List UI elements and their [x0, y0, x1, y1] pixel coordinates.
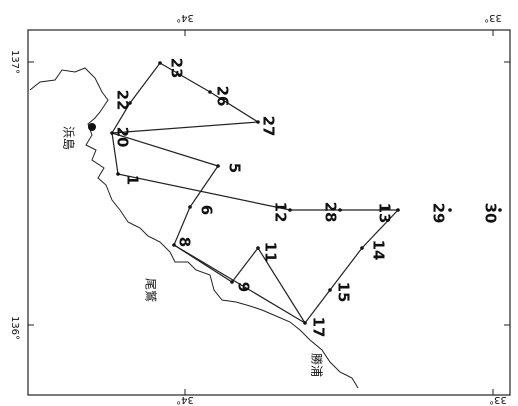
station-label: 11 — [262, 242, 280, 263]
tracks — [111, 62, 399, 324]
station-dot — [288, 208, 292, 212]
track — [117, 173, 398, 211]
station-dot — [216, 164, 220, 168]
station-label: 9 — [235, 282, 253, 292]
lon-label: 137° — [9, 50, 20, 74]
station-dot — [328, 288, 332, 292]
track — [111, 121, 259, 134]
track — [304, 209, 399, 324]
coastline — [29, 67, 359, 389]
place-name: 勝浦 — [310, 353, 325, 377]
station-label: 26 — [214, 86, 232, 107]
station-dot — [360, 246, 364, 250]
station-label: 27 — [260, 116, 278, 137]
station-dot — [116, 172, 120, 176]
track — [111, 132, 219, 167]
track — [173, 244, 306, 324]
station-label: 14 — [370, 240, 388, 261]
track — [231, 247, 259, 283]
station-dot — [256, 246, 260, 250]
lat-label: 34° — [176, 394, 194, 405]
station-label: 15 — [335, 282, 353, 303]
station-label: 30 — [482, 203, 500, 224]
station-label: 5 — [226, 163, 244, 173]
frame — [27, 29, 511, 396]
station-dot — [230, 280, 234, 284]
station-dot — [448, 208, 452, 212]
station-dot — [498, 208, 502, 212]
station-label: 12 — [272, 202, 290, 223]
station-label: 17 — [310, 317, 328, 338]
station-dot — [208, 90, 212, 94]
frame-ticks — [28, 30, 510, 395]
station-dot — [396, 208, 400, 212]
port-dot — [88, 123, 96, 131]
lat-label: 33° — [484, 12, 502, 23]
track — [257, 247, 306, 324]
station-dot — [172, 243, 176, 247]
station-label: 28 — [322, 202, 340, 223]
station-dot — [110, 131, 114, 135]
station-label: 13 — [376, 203, 394, 224]
station-label: 29 — [430, 203, 448, 224]
station-label: 8 — [176, 237, 194, 247]
station-dot — [256, 120, 260, 124]
station-label: 20 — [114, 127, 132, 148]
station-dot — [128, 101, 132, 105]
station-dot — [188, 205, 192, 209]
station-label: 1 — [124, 175, 142, 185]
station-dot — [338, 208, 342, 212]
station-label: 6 — [198, 205, 216, 215]
lon-label: 136° — [9, 316, 20, 340]
station-dot — [158, 61, 162, 65]
station-label: 22 — [114, 90, 132, 111]
station-dot — [303, 321, 307, 325]
place-name: 浜島 — [62, 126, 77, 150]
track — [111, 132, 119, 175]
lat-label: 34° — [176, 12, 194, 23]
station-label: 23 — [168, 58, 186, 79]
lat-label: 33° — [489, 394, 507, 405]
place-name: 尾鷲 — [144, 278, 158, 302]
